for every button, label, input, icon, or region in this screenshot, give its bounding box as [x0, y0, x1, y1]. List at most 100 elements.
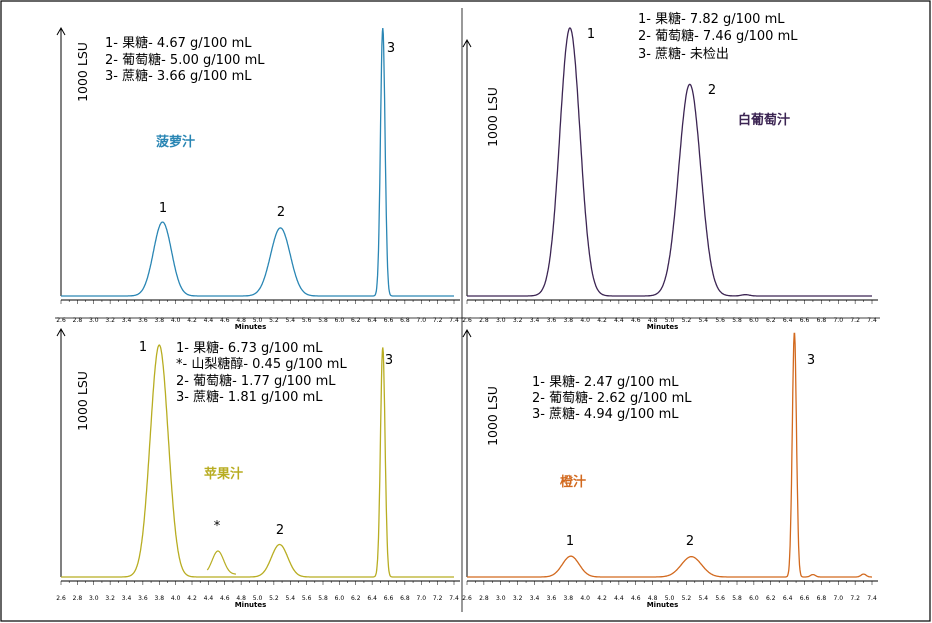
- x-tick-label: 4.4: [204, 595, 214, 602]
- legend-entry: 3- 蔗糖- 未检出: [638, 46, 729, 62]
- x-tick-label: 4.8: [236, 595, 246, 602]
- x-tick-label: 7.4: [449, 317, 459, 324]
- x-tick-label: 6.8: [817, 317, 827, 324]
- x-tick-label: 4.6: [631, 595, 641, 602]
- x-tick-label: 2.8: [73, 595, 83, 602]
- x-tick-label: 5.6: [715, 595, 725, 602]
- y-axis-arrow: [56, 26, 66, 36]
- x-tick-label: 6.2: [766, 595, 776, 602]
- legend-entry: 2- 葡萄糖- 1.77 g/100 mL: [176, 373, 336, 389]
- y-axis-label: 1000 LSU: [75, 371, 90, 431]
- x-tick-label: 3.4: [530, 317, 540, 324]
- legend-entry: 2- 葡萄糖- 2.62 g/100 mL: [532, 390, 692, 406]
- x-tick-label: 4.6: [631, 317, 641, 324]
- juice-name: 白葡萄汁: [738, 112, 790, 128]
- chromatogram-panel-3: 2.6 2.8 3.0 3.2 3.4 3.6 3.8 4.0 4.2 4.4 4.6 4.8 5.0 5…: [56, 327, 460, 609]
- x-tick-label: 3.0: [89, 317, 99, 324]
- x-tick-label: 7.2: [433, 595, 443, 602]
- x-tick-label: 3.2: [105, 595, 115, 602]
- legend-entry: 2- 葡萄糖- 5.00 g/100 mL: [105, 52, 265, 68]
- x-tick-label: 4.8: [648, 595, 658, 602]
- x-tick-label: 3.2: [513, 317, 523, 324]
- peak-label: 2: [708, 83, 716, 98]
- x-tick-label: 4.0: [580, 595, 590, 602]
- x-tick-label: 5.6: [302, 595, 312, 602]
- x-tick-label: 5.4: [285, 317, 295, 324]
- y-axis-label: 1000 LSU: [485, 87, 500, 147]
- chromatogram-panel-2: 2.6 2.8 3.0 3.2 3.4 3.6 3.8 4.0 4.2 4.4 4.6 4.8 5.0 5…: [462, 11, 878, 331]
- x-tick-label: 2.8: [479, 595, 489, 602]
- x-axis-label: Minutes: [235, 323, 267, 331]
- x-tick-label: 5.4: [285, 595, 295, 602]
- x-tick-label: 4.2: [187, 595, 197, 602]
- inset-trace: [206, 550, 236, 575]
- y-axis-arrow: [56, 327, 66, 337]
- legend-entry: 1- 果糖- 7.82 g/100 mL: [638, 11, 785, 27]
- x-tick-label: 4.4: [614, 317, 624, 324]
- x-tick-label: 5.4: [698, 317, 708, 324]
- x-tick-label: 4.0: [171, 595, 181, 602]
- peak-label: 1: [587, 27, 595, 42]
- x-tick-label: 5.0: [253, 317, 263, 324]
- x-tick-label: 6.2: [766, 317, 776, 324]
- x-tick-label: 5.0: [665, 595, 675, 602]
- chromatogram-trace: [467, 332, 872, 578]
- x-tick-label: 3.0: [89, 595, 99, 602]
- x-tick-label: 2.6: [56, 595, 66, 602]
- x-axis-label: Minutes: [647, 601, 679, 609]
- peak-label: 2: [686, 534, 694, 549]
- x-tick-label: 6.2: [351, 595, 361, 602]
- legend-entry: 3- 蔗糖- 4.94 g/100 mL: [532, 406, 679, 422]
- legend-entry: 1- 果糖- 6.73 g/100 mL: [176, 340, 323, 356]
- x-tick-label: 4.6: [220, 317, 230, 324]
- x-tick-label: 4.4: [614, 595, 624, 602]
- x-tick-label: 4.8: [648, 317, 658, 324]
- x-tick-label: 5.2: [269, 317, 279, 324]
- x-tick-label: 6.4: [367, 595, 377, 602]
- x-tick-label: 6.8: [817, 595, 827, 602]
- x-tick-label: 7.0: [416, 595, 426, 602]
- x-tick-label: 3.8: [563, 595, 573, 602]
- legend-entry: 3- 蔗糖- 1.81 g/100 mL: [176, 389, 323, 405]
- x-tick-label: 5.4: [698, 595, 708, 602]
- chromatogram-panel-4: 2.6 2.8 3.0 3.2 3.4 3.6 3.8 4.0 4.2 4.4 4.6 4.8 5.0 5…: [462, 328, 878, 609]
- x-tick-label: 6.0: [749, 317, 759, 324]
- x-tick-label: 3.8: [563, 317, 573, 324]
- x-tick-label: 7.0: [416, 317, 426, 324]
- x-tick-label: 4.8: [236, 317, 246, 324]
- peak-label: 3: [807, 353, 815, 368]
- x-tick-label: 3.2: [105, 317, 115, 324]
- x-tick-label: 5.2: [682, 595, 692, 602]
- x-tick-label: 2.6: [462, 317, 472, 324]
- x-tick-label: 3.0: [496, 317, 506, 324]
- x-axis-label: Minutes: [235, 601, 267, 609]
- x-tick-label: 4.2: [597, 595, 607, 602]
- y-axis-label: 1000 LSU: [75, 42, 90, 102]
- x-tick-label: 5.8: [732, 595, 742, 602]
- x-tick-label: 6.6: [384, 317, 394, 324]
- x-tick-label: 6.8: [400, 317, 410, 324]
- x-tick-label: 3.2: [513, 595, 523, 602]
- x-tick-label: 6.4: [367, 317, 377, 324]
- x-tick-label: 5.0: [253, 595, 263, 602]
- x-tick-label: 7.2: [850, 317, 860, 324]
- x-tick-label: 5.8: [732, 317, 742, 324]
- x-tick-label: 3.4: [122, 595, 132, 602]
- x-tick-label: 6.0: [335, 317, 345, 324]
- y-axis-arrow: [462, 328, 472, 338]
- x-tick-label: 3.6: [547, 595, 557, 602]
- x-tick-label: 3.6: [138, 317, 148, 324]
- x-tick-label: 6.6: [800, 595, 810, 602]
- x-tick-label: 7.0: [833, 595, 843, 602]
- x-tick-label: 2.8: [73, 317, 83, 324]
- x-tick-label: 3.6: [138, 595, 148, 602]
- x-tick-label: 6.0: [335, 595, 345, 602]
- chromatogram-trace: [61, 344, 454, 578]
- x-tick-label: 4.6: [220, 595, 230, 602]
- x-tick-label: 5.6: [715, 317, 725, 324]
- x-tick-label: 2.6: [462, 595, 472, 602]
- x-tick-label: 4.4: [204, 317, 214, 324]
- x-tick-label: 5.2: [682, 317, 692, 324]
